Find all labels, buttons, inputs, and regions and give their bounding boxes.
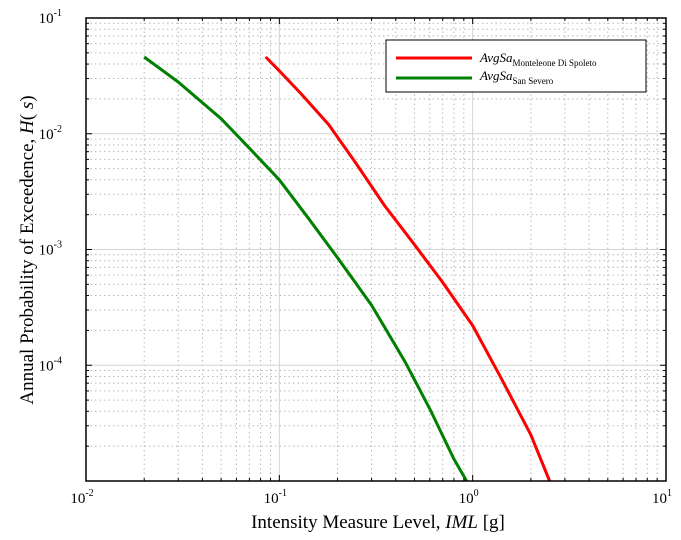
- series-line-san-severo: [143, 55, 468, 482]
- x-axis-title-text: Intensity Measure Level,: [251, 512, 445, 533]
- legend-label-monteleone: AvgSaMonteleone Di Spoleto: [479, 50, 597, 68]
- x-tick-label: 101: [652, 488, 672, 507]
- y-tick-label: 10-3: [39, 240, 62, 259]
- legend-label-san-severo-sub: San Severo: [513, 76, 554, 86]
- y-tick-label-exponent: -3: [54, 240, 62, 251]
- x-tick-labels: 10-2 10-1 100 101: [70, 488, 672, 507]
- y-tick-label-exponent: -2: [54, 124, 62, 135]
- x-tick-label-base: 10: [652, 491, 667, 507]
- y-tick-label-base: 10: [39, 11, 54, 27]
- x-tick-label: 100: [459, 488, 479, 507]
- tick-marks: [85, 18, 666, 482]
- x-axis-title-unit: [g]: [478, 512, 505, 533]
- x-tick-label-base: 10: [459, 491, 474, 507]
- y-tick-label-base: 10: [39, 243, 54, 259]
- x-tick-label-base: 10: [264, 491, 279, 507]
- y-tick-label-exponent: -1: [54, 8, 62, 19]
- legend-label-monteleone-main: AvgSa: [479, 50, 513, 65]
- y-tick-label: 10-2: [39, 124, 62, 143]
- y-axis-title-italic: H: [17, 119, 38, 135]
- y-tick-label-exponent: -4: [54, 355, 62, 366]
- legend-label-san-severo-main: AvgSa: [479, 68, 513, 83]
- y-tick-label-base: 10: [39, 358, 54, 374]
- y-axis-title: Annual Probability of Exceedence, H( s): [17, 95, 38, 404]
- y-tick-label-base: 10: [39, 127, 54, 143]
- x-tick-label-exponent: 0: [474, 488, 479, 499]
- x-tick-label-exponent: -1: [279, 488, 287, 499]
- grid: [86, 18, 666, 481]
- y-tick-labels: 10-110-210-310-4: [39, 8, 62, 374]
- x-tick-label-exponent: 1: [667, 488, 672, 499]
- x-tick-label-base: 10: [70, 491, 85, 507]
- legend-label-monteleone-sub: Monteleone Di Spoleto: [513, 58, 597, 68]
- y-axis-title-paren-close: ): [17, 95, 38, 101]
- legend: AvgSaMonteleone Di Spoleto AvgSaSan Seve…: [385, 39, 647, 93]
- x-tick-label: 10-2: [70, 488, 93, 507]
- y-tick-label: 10-4: [39, 355, 62, 374]
- legend-label-san-severo: AvgSaSan Severo: [479, 68, 554, 86]
- y-axis-title-italic-2: s: [17, 102, 38, 109]
- legend-box: [385, 39, 647, 93]
- y-axis-title-paren-open: (: [17, 109, 38, 120]
- series-line-monteleone: [264, 55, 551, 482]
- y-axis-title-text: Annual Probability of Exceedence,: [17, 134, 38, 405]
- x-axis-title-italic: IML: [444, 512, 478, 533]
- series-lines: [143, 55, 551, 482]
- x-tick-label-exponent: -2: [85, 488, 93, 499]
- y-tick-label: 10-1: [39, 8, 62, 27]
- x-axis-title: Intensity Measure Level, IML [g]: [251, 512, 505, 533]
- x-tick-label: 10-1: [264, 488, 287, 507]
